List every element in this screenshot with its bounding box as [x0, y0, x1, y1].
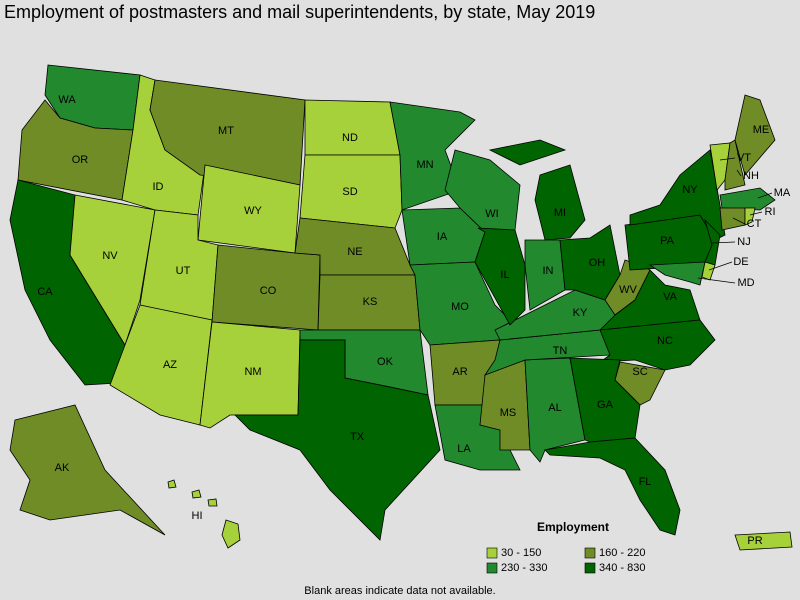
legend-label: 30 - 150	[501, 547, 541, 559]
state-label: OH	[589, 257, 606, 269]
state-label: CT	[747, 218, 762, 230]
state-label: MO	[451, 301, 469, 313]
state-label: WI	[485, 208, 498, 220]
state-shape	[488, 139, 586, 241]
state-label: MN	[416, 159, 433, 171]
leader-line	[708, 261, 733, 271]
state-labels: WA OR CA NV ID MT WY UT AZ CO NM ND SD NE KS OK TX MN IA MO…	[37, 94, 791, 547]
state-label: SC	[632, 366, 647, 378]
state-label: IL	[500, 269, 509, 281]
leader-line	[757, 192, 773, 199]
state-label: AK	[55, 462, 70, 474]
state-shape	[744, 207, 756, 226]
state-label: PR	[747, 535, 762, 547]
leader-lines	[697, 157, 773, 284]
legend-swatch	[584, 547, 596, 559]
state-label: VA	[663, 291, 678, 303]
state-label: UT	[176, 265, 191, 277]
state-label: NV	[102, 250, 118, 262]
legend-label: 340 - 830	[599, 562, 645, 574]
state-label: PA	[660, 235, 675, 247]
leader-line	[719, 157, 736, 161]
state-label: OK	[377, 356, 394, 368]
state-label: AR	[452, 366, 467, 378]
state-label: VT	[737, 152, 751, 164]
state-label: RI	[765, 206, 776, 218]
state-shape	[524, 239, 566, 311]
state-shape	[304, 99, 401, 156]
state-shape	[734, 531, 793, 551]
state-label: IA	[437, 231, 448, 243]
state-label: NE	[347, 246, 362, 258]
state-label: MI	[554, 207, 566, 219]
legend-swatch	[486, 547, 498, 559]
state-shape	[724, 139, 746, 191]
state-label: AZ	[163, 359, 177, 371]
legend-label: 230 - 330	[501, 562, 547, 574]
state-shape	[719, 207, 746, 231]
leader-line	[736, 169, 742, 177]
state-label: MA	[774, 187, 791, 199]
legend-swatch	[486, 562, 498, 574]
state-label: CA	[37, 286, 53, 298]
state-label: GA	[597, 399, 614, 411]
state-shape	[719, 187, 776, 211]
state-shape	[234, 339, 441, 541]
state-label: TN	[553, 345, 568, 357]
leader-line	[697, 277, 736, 284]
state-label: OR	[72, 154, 89, 166]
state-label: NH	[743, 170, 759, 182]
state-shape	[544, 437, 681, 536]
state-label: WV	[619, 284, 637, 296]
state-shape	[9, 404, 166, 536]
state-shape	[648, 261, 706, 286]
state-label: ME	[753, 124, 770, 136]
state-label: WA	[58, 94, 76, 106]
states	[9, 64, 793, 551]
state-label: MD	[737, 277, 754, 289]
state-label: WY	[244, 205, 262, 217]
state-label: NJ	[737, 236, 750, 248]
state-label: KS	[363, 296, 378, 308]
state-label: FL	[639, 476, 652, 488]
state-label: CO	[260, 285, 277, 297]
state-label: MS	[500, 407, 517, 419]
state-label: DE	[733, 256, 748, 268]
state-shape	[701, 261, 716, 281]
state-shape	[474, 227, 526, 326]
legend-title: Employment	[537, 520, 609, 534]
state-label: ND	[342, 132, 358, 144]
state-label: ID	[153, 181, 164, 193]
state-label: NM	[244, 366, 261, 378]
leader-line	[711, 241, 736, 244]
state-label: HI	[192, 510, 203, 522]
state-label: MT	[218, 125, 234, 137]
state-label: SD	[342, 186, 357, 198]
legend-label: 160 - 220	[599, 547, 645, 559]
legend: 30 - 150 160 - 220 230 - 330 340 - 830	[486, 547, 645, 574]
leader-line	[749, 211, 763, 216]
state-label: IN	[543, 265, 554, 277]
state-label: NC	[657, 335, 673, 347]
state-label: NY	[682, 184, 698, 196]
state-label: KY	[573, 307, 588, 319]
footnote: Blank areas indicate data not available.	[304, 585, 495, 597]
leader-line	[732, 217, 746, 225]
state-shape	[69, 194, 156, 346]
state-shape	[734, 94, 776, 176]
state-label: AL	[548, 402, 561, 414]
map-title: Employment of postmasters and mail super…	[4, 2, 595, 22]
state-label: TX	[350, 431, 365, 443]
state-label: LA	[457, 443, 471, 455]
state-shape	[167, 479, 241, 549]
legend-swatch	[584, 562, 596, 574]
state-shape	[569, 357, 641, 443]
state-shape	[299, 154, 403, 229]
